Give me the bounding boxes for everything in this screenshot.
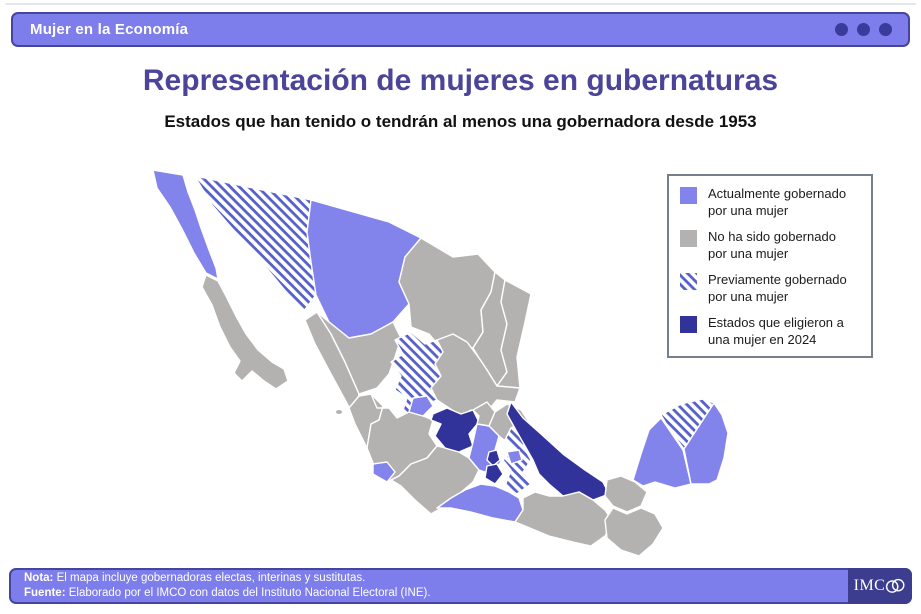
- legend-item-none: No ha sido gobernado por una mujer: [680, 228, 865, 262]
- legend-label-line2: por una mujer: [708, 203, 789, 218]
- fuente-label: Fuente:: [24, 587, 66, 599]
- footer-fuente-line: Fuente: Elaborado por el IMCO con datos …: [24, 586, 431, 601]
- page-title: Representación de mujeres en gubernatura…: [142, 64, 779, 97]
- menu-dot-icon[interactable]: [835, 23, 848, 36]
- state-baja_california: [152, 169, 219, 280]
- fuente-text: Elaborado por el IMCO con datos del Inst…: [65, 587, 431, 599]
- mexico-choropleth-map: [152, 169, 729, 557]
- legend-label-none: No ha sido gobernado por una mujer: [708, 228, 836, 262]
- menu-dot-icon[interactable]: [879, 23, 892, 36]
- window-title: Mujer en la Economía: [30, 21, 189, 38]
- legend-label-line1: No ha sido gobernado: [708, 229, 836, 244]
- state-oaxaca: [514, 491, 614, 547]
- imco-logo-inner: IMC: [854, 577, 907, 595]
- state-chiapas: [604, 507, 664, 557]
- legend-label-line2: una mujer en 2024: [708, 332, 817, 347]
- legend-label-previous: Previamente gobernado por una mujer: [708, 271, 847, 305]
- footer-notes: Nota: El mapa incluye gobernadoras elect…: [24, 571, 431, 601]
- state-tlaxcala: [506, 449, 523, 465]
- state-michoacan: [390, 445, 480, 515]
- state-morelos: [484, 463, 504, 485]
- legend-label-line2: por una mujer: [708, 289, 789, 304]
- window-menu-dots: [835, 14, 892, 45]
- state-aguascalientes: [408, 395, 434, 417]
- legend: Actualmente gobernado por una mujer No ha …: [667, 174, 873, 358]
- legend-label-line1: Previamente gobernado: [708, 272, 847, 287]
- legend-label-line1: Actualmente gobernado: [708, 186, 847, 201]
- footer-nota-line: Nota: El mapa incluye gobernadoras elect…: [24, 571, 431, 586]
- state-quintana_roo: [683, 402, 729, 485]
- nota-label: Nota:: [24, 572, 54, 584]
- legend-label-elected2024: Estados que eligieron a una mujer en 2024: [708, 314, 844, 348]
- legend-label-line2: por una mujer: [708, 246, 789, 261]
- state-durango: [316, 311, 402, 395]
- page-subtitle: Estados que han tenido o tendrán al meno…: [164, 112, 757, 131]
- legend-item-current: Actualmente gobernado por una mujer: [680, 185, 865, 219]
- state-cdmx: [486, 449, 501, 467]
- state-colima: [372, 461, 396, 483]
- legend-swatch-elected2024-icon: [680, 316, 697, 333]
- imco-logo-o-swirl-icon: [886, 578, 905, 593]
- legend-item-elected2024: Estados que eligieron a una mujer en 2024: [680, 314, 865, 348]
- window-top-edge: [5, 3, 916, 5]
- imco-logo-text: IMC: [853, 577, 886, 594]
- legend-label-current: Actualmente gobernado por una mujer: [708, 185, 846, 219]
- footer-bar: Nota: El mapa incluye gobernadoras elect…: [9, 568, 912, 604]
- menu-dot-icon[interactable]: [857, 23, 870, 36]
- window-title-bar: Mujer en la Economía: [11, 12, 910, 47]
- legend-swatch-none-icon: [680, 230, 697, 247]
- imco-logo: IMC: [848, 568, 912, 604]
- state-tabasco: [604, 475, 648, 513]
- legend-swatch-current-icon: [680, 187, 697, 204]
- small-island: [336, 410, 342, 414]
- state-coahuila: [398, 237, 496, 349]
- legend-item-previous: Previamente gobernado por una mujer: [680, 271, 865, 305]
- legend-label-line1: Estados que eligieron a: [708, 315, 844, 330]
- state-guerrero: [436, 483, 524, 523]
- nota-text: El mapa incluye gobernadoras electas, in…: [53, 572, 366, 584]
- legend-swatch-previous-icon: [680, 273, 697, 290]
- state-baja_california_sur: [201, 274, 289, 390]
